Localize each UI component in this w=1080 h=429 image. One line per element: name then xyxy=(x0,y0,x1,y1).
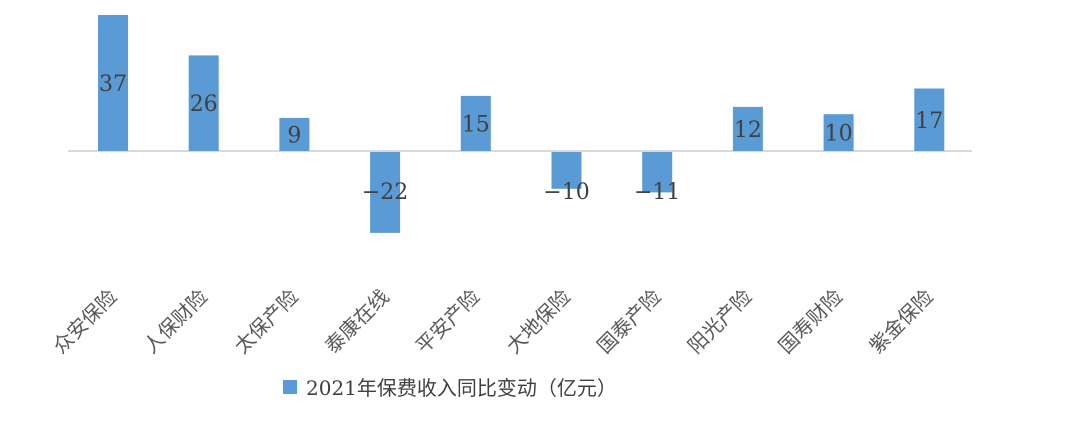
bar xyxy=(370,152,401,233)
bar xyxy=(642,152,673,193)
data-label: 9 xyxy=(287,124,301,149)
data-labels-layer: 37 26 9 −22 15 −10 −11 12 10 17 xyxy=(99,72,943,205)
bar xyxy=(914,88,945,151)
legend-swatch xyxy=(283,380,297,394)
bars-layer xyxy=(98,15,945,233)
category-label: 阳光产险 xyxy=(683,285,757,359)
bar xyxy=(732,106,763,151)
category-label: 太保产险 xyxy=(229,285,303,359)
category-label: 众安保险 xyxy=(48,285,122,359)
data-label: 15 xyxy=(462,112,490,137)
legend-label: 2021年保费收入同比变动（亿元） xyxy=(306,376,617,400)
category-label: 大地保险 xyxy=(501,285,575,359)
category-label: 人保财险 xyxy=(139,285,213,359)
category-label: 国泰产险 xyxy=(592,285,666,359)
bar xyxy=(823,114,854,151)
bar xyxy=(460,95,491,151)
data-label: −11 xyxy=(634,180,680,205)
legend: 2021年保费收入同比变动（亿元） xyxy=(283,376,617,400)
category-label: 平安产险 xyxy=(411,285,485,359)
bar xyxy=(188,55,219,151)
data-label: −22 xyxy=(362,180,408,205)
data-label: −10 xyxy=(543,180,589,205)
data-label: 37 xyxy=(99,72,127,97)
bar xyxy=(551,152,582,189)
data-label: 12 xyxy=(734,118,762,143)
data-label: 10 xyxy=(825,122,853,147)
category-labels-layer: 众安保险 人保财险 太保产险 泰康在线 平安产险 大地保险 国泰产险 阳光产险 国寿财险 紫金保险 xyxy=(48,285,938,359)
data-label: 17 xyxy=(915,109,943,134)
data-label: 26 xyxy=(190,92,218,117)
bar xyxy=(98,15,128,151)
category-label: 国寿财险 xyxy=(774,285,848,359)
bar xyxy=(279,117,310,151)
category-label: 泰康在线 xyxy=(320,285,394,359)
category-label: 紫金保险 xyxy=(864,285,938,359)
